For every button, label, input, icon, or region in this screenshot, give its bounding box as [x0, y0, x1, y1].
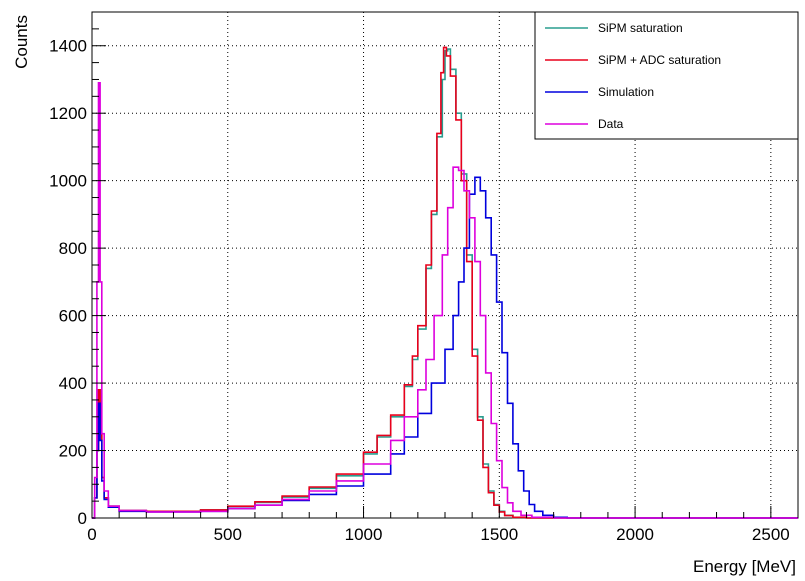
x-tick-label: 1000 [345, 525, 383, 544]
legend: SiPM saturation SiPM + ADC saturation Simu… [534, 11, 799, 140]
x-tick-label: 2500 [752, 525, 790, 544]
x-tick-label: 1500 [480, 525, 518, 544]
y-tick-label: 600 [59, 307, 87, 326]
legend-box [534, 11, 799, 140]
y-tick-label: 800 [59, 239, 87, 258]
legend-label: SiPM saturation [598, 21, 683, 35]
y-tick-label: 0 [78, 509, 87, 528]
series-layer [92, 46, 798, 519]
y-axis-label: Counts [12, 15, 31, 69]
series-line-data [92, 82, 798, 519]
legend-label: SiPM + ADC saturation [598, 53, 721, 67]
x-axis-label: Energy [MeV] [693, 557, 796, 576]
legend-label: Simulation [598, 85, 654, 99]
x-tick-label: 500 [214, 525, 242, 544]
y-tick-label: 1200 [49, 104, 87, 123]
x-tick-label: 2000 [616, 525, 654, 544]
y-tick-label: 200 [59, 442, 87, 461]
x-tick-label: 0 [87, 525, 96, 544]
axes-layer: 0 500 1000 1500 2000 2500 0 200 400 600 800 1000 120… [49, 11, 799, 544]
legend-label: Data [598, 117, 624, 131]
y-tick-label: 1400 [49, 37, 87, 56]
y-tick-label: 1000 [49, 172, 87, 191]
y-tick-label: 400 [59, 374, 87, 393]
